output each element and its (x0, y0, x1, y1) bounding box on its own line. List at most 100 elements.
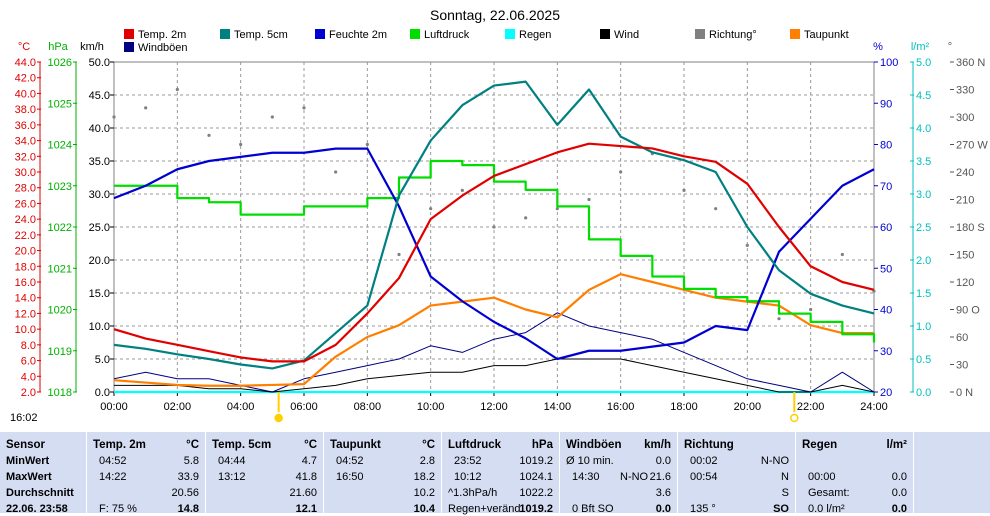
luftdruck-max-time: 10:12 (454, 471, 482, 483)
taupunkt-title: Taupunkt (330, 439, 381, 451)
y-tick-label: 32.0 (15, 151, 36, 163)
y-tick-label: 50.0 (89, 57, 110, 69)
direction-point (270, 115, 274, 119)
legend-swatch (220, 29, 230, 39)
x-tick-label: 16:00 (607, 401, 635, 413)
wind-avg: 3.6 (655, 487, 671, 499)
y-tick-label: 270 W (956, 140, 988, 152)
y-tick-label: 0.0 (916, 387, 931, 399)
chart-title: Sonntag, 22.06.2025 (430, 7, 560, 23)
y-tick-label: 80 (880, 140, 892, 152)
taupunkt-now-value: 10.4 (413, 503, 435, 515)
y-tick-label: 240 (956, 167, 974, 179)
legend-label: Temp. 2m (138, 29, 186, 41)
wind-unit: km/h (644, 439, 671, 451)
direction-point (714, 207, 718, 211)
direction-point (809, 307, 813, 312)
direction-point (682, 188, 686, 192)
y-tick-label: 15.0 (89, 288, 110, 300)
y-tick-label: 44.0 (15, 57, 36, 69)
y-tick-label: 12.0 (15, 308, 36, 320)
taupunkt-avg: 10.2 (413, 487, 435, 499)
sun-markers (274, 392, 799, 423)
luftdruck-min-value: 1019.2 (519, 455, 553, 467)
y-tick-label: 60 (956, 332, 968, 344)
temp5-max-time: 13:12 (218, 471, 246, 483)
axis-unit: ° (948, 41, 952, 53)
y-tick-label: 34.0 (15, 136, 36, 148)
wind-min-label: Ø 10 min. (566, 455, 614, 467)
y-tick-label: 100 (880, 57, 898, 69)
col-luftdruck: Luftdruck hPa 23:52 1019.2 10:12 1024.1 ^1.… (442, 432, 560, 515)
y-tick-label: 26.0 (15, 198, 36, 210)
y-tick-label: 90 O (956, 305, 980, 317)
direction-point (112, 115, 116, 119)
luftdruck-max-value: 1024.1 (519, 471, 553, 483)
y-tick-label: 3.5 (916, 156, 931, 168)
x-tick-label: 04:00 (227, 401, 255, 413)
y-tick-label: 3.0 (916, 189, 931, 201)
richtung-max-value: N (781, 471, 789, 483)
y-tick-label: 40.0 (15, 88, 36, 100)
y-tick-label: 210 (956, 195, 974, 207)
y-tick-label: 4.0 (916, 123, 931, 135)
y-tick-label: 0.5 (916, 354, 931, 366)
x-tick-label: 08:00 (354, 401, 382, 413)
col-richtung: Richtung 00:02 N-NO 00:54 N S 135 ° SO (678, 432, 796, 515)
taupunkt-min-value: 2.8 (419, 455, 435, 467)
regen-now-label: 0.0 l/m² (808, 503, 845, 515)
temp5-min-time: 04:44 (218, 455, 246, 467)
y-tick-label: 38.0 (15, 104, 36, 116)
y-tick-label: 70 (880, 181, 892, 193)
y-tick-label: 30.0 (15, 167, 36, 179)
temp2-min-time: 04:52 (99, 455, 127, 467)
taupunkt-min-time: 04:52 (336, 455, 364, 467)
y-tick-label: 1020 (48, 305, 72, 317)
direction-point (397, 252, 401, 257)
y-tick-label: 1023 (48, 181, 72, 193)
y-tick-label: 120 (956, 277, 974, 289)
legend-swatch (410, 29, 420, 39)
y-tick-label: 16.0 (15, 277, 36, 289)
y-tick-label: 1019 (48, 346, 72, 358)
taupunkt-max-value: 18.2 (413, 471, 435, 483)
luftdruck-avg: 1022.2 (519, 487, 553, 499)
y-tick-label: 22.0 (15, 230, 36, 242)
y-tick-label: 30 (956, 360, 968, 372)
wind-title: Windböen (566, 439, 622, 451)
col-temp2: Temp. 2m °C 04:52 5.8 14:22 33.9 20.56 F: 7… (87, 432, 206, 515)
series-line (113, 147, 875, 361)
time-now: 16:02 (10, 412, 38, 424)
temp2-unit: °C (186, 439, 199, 451)
y-tick-label: 60 (880, 222, 892, 234)
label-max: MaxWert (6, 471, 52, 483)
direction-point (144, 106, 148, 110)
y-tick-label: 2.0 (21, 387, 36, 399)
direction-point (777, 317, 781, 321)
legend-swatch (695, 29, 705, 39)
direction-point (745, 243, 749, 247)
wind-now-value: 0.0 (655, 503, 671, 515)
y-tick-label: 50 (880, 263, 892, 275)
y-tick-label: 1024 (48, 140, 72, 152)
axis-unit: l/m² (911, 41, 930, 53)
legend-label: Richtung° (709, 29, 757, 41)
col-regen: Regen l/m² 00:00 0.0 Gesamt: 0.0 0.0 l/m² 0.… (796, 432, 914, 515)
regen-title: Regen (802, 439, 838, 451)
axis-unit: °C (18, 41, 30, 53)
wind-max-dir: N-NO (620, 471, 649, 483)
temp2-now-value: 14.8 (177, 503, 199, 515)
direction-point (840, 252, 844, 257)
temp5-title: Temp. 5cm (212, 439, 272, 451)
y-axes: 44.0 42.0 40.0 38.0 36.0 34.0 32.0 30.0 28.0 26.0… (15, 57, 989, 399)
direction-point (239, 142, 243, 147)
label-avg: Durchschnitt (6, 487, 74, 499)
temp5-unit: °C (304, 439, 317, 451)
luftdruck-title: Luftdruck (448, 439, 502, 451)
y-tick-label: 1025 (48, 98, 72, 110)
col-taupunkt: Taupunkt °C 04:52 2.8 16:50 18.2 10.2 10.4 (324, 432, 442, 515)
direction-point (334, 170, 338, 174)
y-tick-label: 5.0 (95, 354, 110, 366)
col-sensor: Sensor MinWert MaxWert Durchschnitt 22.0… (0, 432, 87, 515)
wind-max-time: 14:30 (572, 471, 600, 483)
